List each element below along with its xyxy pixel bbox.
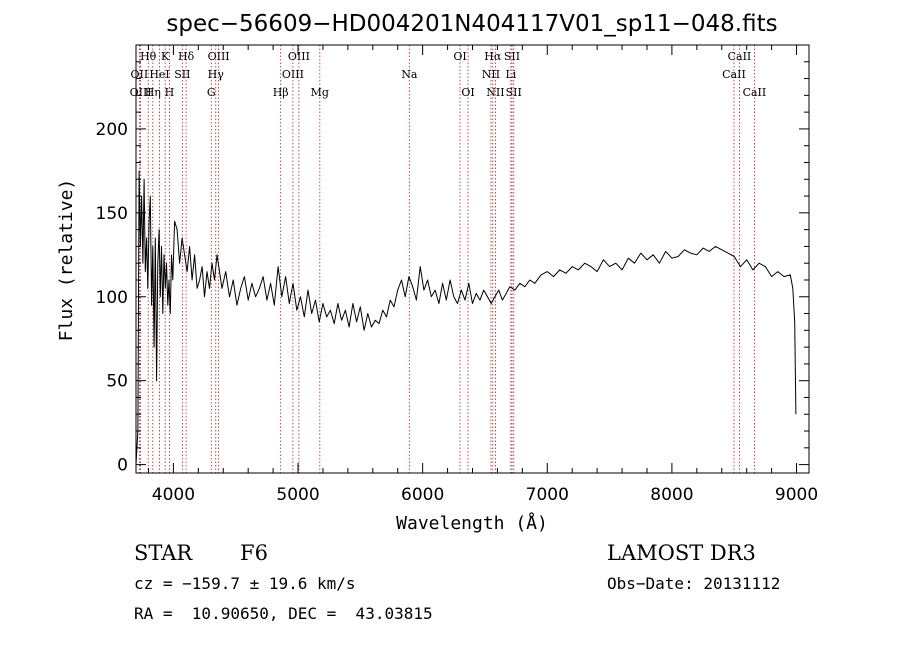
y-axis-label: Flux (relative)	[56, 179, 77, 342]
y-tick-label-0: 0	[117, 456, 128, 476]
x-tick-label-0: 4000	[152, 485, 195, 505]
line-label-7: Hδ	[178, 50, 195, 63]
line-label-13: OIII	[288, 50, 310, 63]
y-tick-label-4: 200	[96, 120, 128, 140]
ra-dec-coordinates: RA = 10.90650, DEC = 43.03815	[134, 604, 433, 623]
line-label-0: Hθ	[140, 50, 157, 63]
x-tick-label-4: 8000	[650, 485, 693, 505]
x-tick-label-3: 7000	[526, 485, 569, 505]
line-label-5: Hη	[145, 86, 161, 99]
line-label-11: G	[207, 86, 216, 99]
line-label-6: H	[165, 86, 175, 99]
line-label-15: Mg	[311, 86, 329, 99]
line-label-23: Li	[505, 68, 516, 81]
line-label-24: SII	[506, 86, 522, 99]
survey-name: LAMOST DR3	[607, 541, 756, 565]
line-label-2: OIII	[130, 86, 152, 99]
y-tick-label-3: 150	[96, 204, 128, 224]
line-label-26: CaII	[722, 68, 746, 81]
plot-frame	[135, 44, 810, 474]
line-label-18: OI	[461, 86, 474, 99]
line-label-12: Hβ	[273, 86, 289, 99]
line-label-19: Hα	[484, 50, 502, 63]
y-tick-label-1: 50	[106, 372, 128, 392]
observation-date: Obs−Date: 20131112	[607, 574, 780, 593]
emission-line-markers	[138, 45, 755, 473]
line-label-17: OI	[453, 50, 466, 63]
x-axis-label: Wavelength (Å)	[396, 512, 548, 534]
spectrum-line	[135, 170, 797, 465]
line-label-1: OII	[131, 68, 149, 81]
line-label-21: NII	[486, 86, 504, 99]
object-class: STAR	[134, 541, 193, 565]
line-label-14: OIII	[282, 68, 304, 81]
y-axis-ticks: 0 50 100 150 200	[96, 61, 809, 476]
x-tick-label-1: 5000	[276, 485, 319, 505]
line-label-25: CaII	[728, 50, 752, 63]
x-axis-ticks: 4000 5000 6000 7000 8000 9000	[147, 45, 818, 505]
line-label-3: K	[161, 50, 170, 63]
x-tick-label-5: 9000	[775, 485, 818, 505]
object-subclass: F6	[240, 541, 268, 565]
chart-title: spec−56609−HD004201N404117V01_sp11−048.f…	[166, 11, 777, 37]
line-label-8: SII	[174, 68, 190, 81]
redshift-cz: cz = −159.7 ± 19.6 km/s	[134, 574, 356, 593]
line-label-10: Hγ	[208, 68, 225, 81]
line-label-22: SII	[504, 50, 520, 63]
line-label-27: CaII	[743, 86, 767, 99]
line-label-4: HeI	[149, 68, 169, 81]
line-label-20: NII	[482, 68, 500, 81]
line-label-16: Na	[401, 68, 418, 81]
y-tick-label-2: 100	[96, 288, 128, 308]
emission-line-labels: Hθ OII OIII K HeI Hη H Hδ SII OIII Hγ G Hβ OIII OIII Mg…	[130, 50, 767, 99]
line-label-9: OIII	[208, 50, 230, 63]
x-tick-label-2: 6000	[401, 485, 444, 505]
